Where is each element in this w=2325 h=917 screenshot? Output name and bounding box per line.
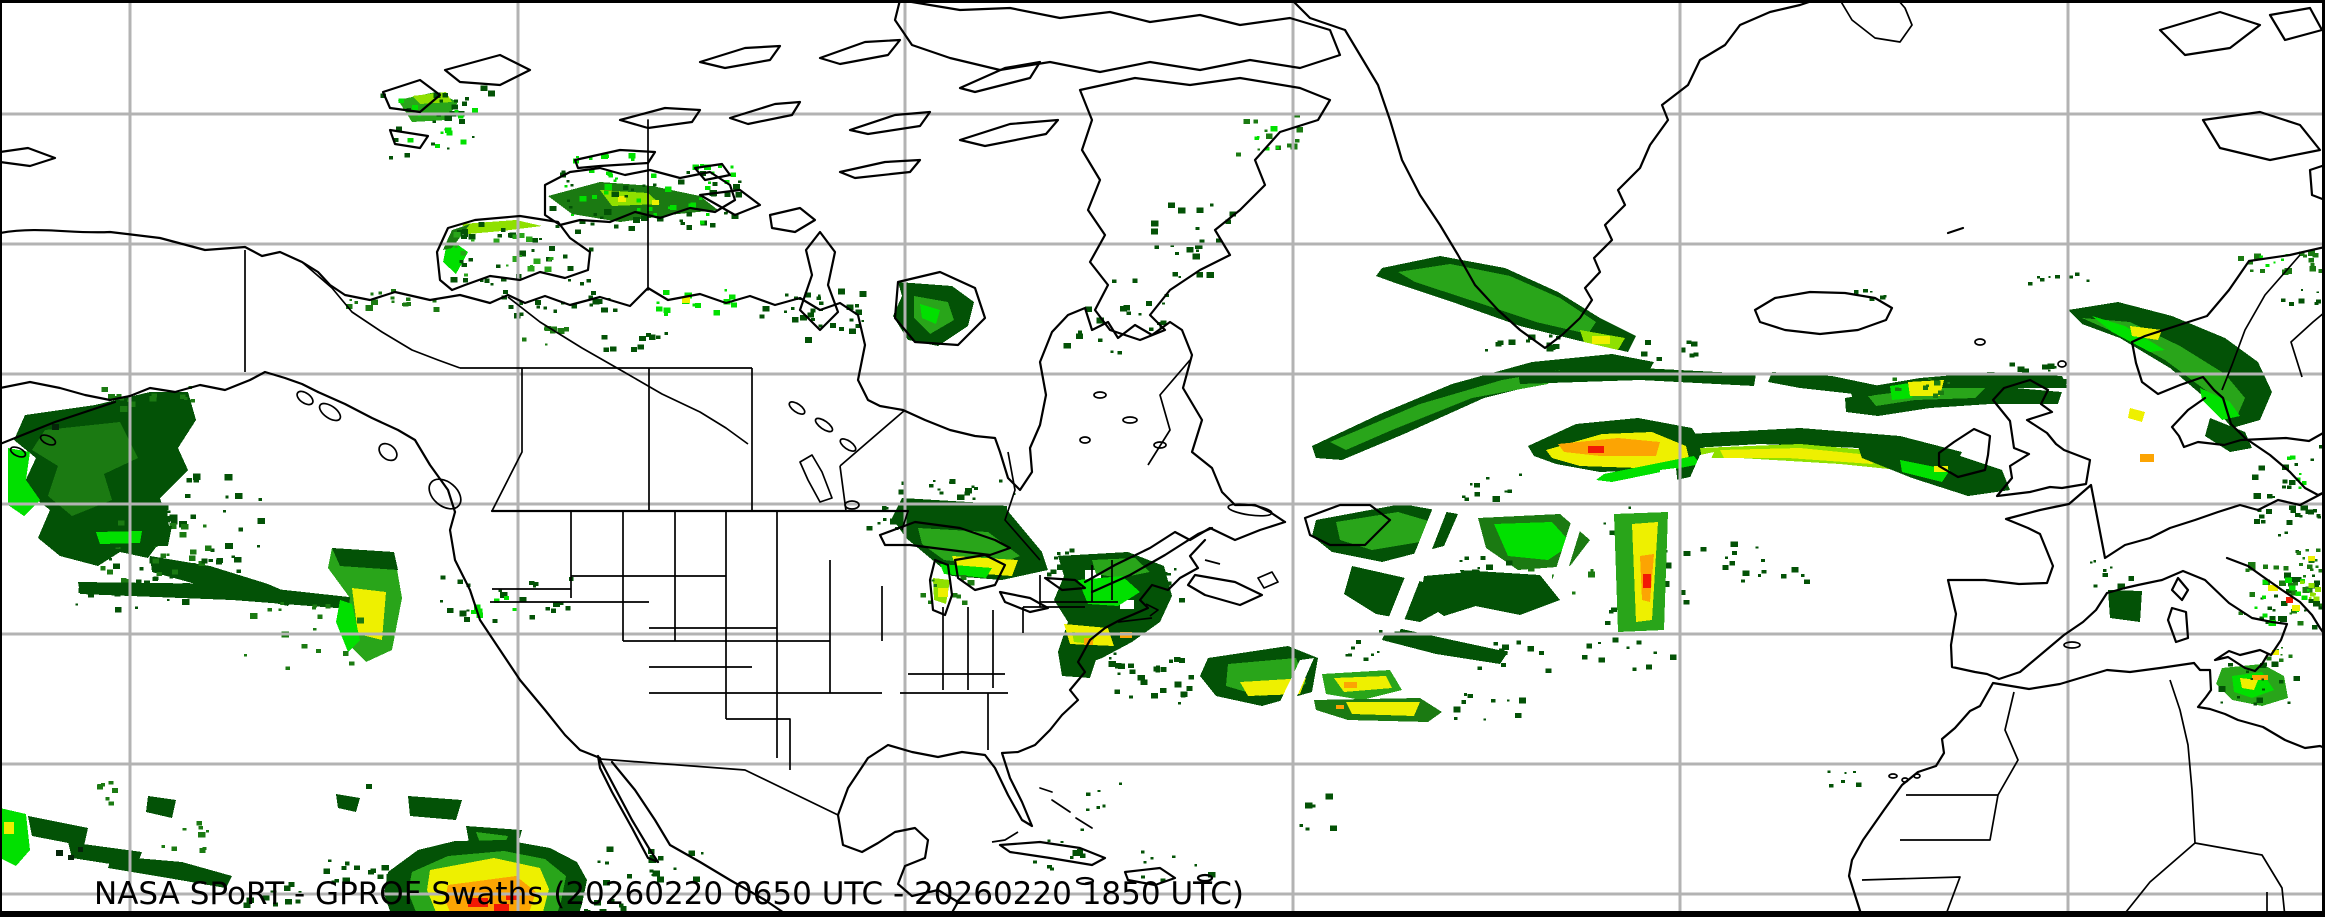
arctic-islands [381, 0, 1342, 347]
swath-mid-atlantic [1116, 556, 1560, 722]
swath-northeast-us [1054, 552, 1185, 694]
us-state-borders [490, 510, 1118, 770]
swath-scattered [1032, 770, 1862, 883]
svalbard-islands [2158, 6, 2325, 202]
swath-greenland-east [1376, 256, 1699, 362]
precipitation-swaths [0, 85, 2325, 917]
canadian-lakes [788, 391, 1167, 510]
caribbean-islands [998, 787, 1214, 887]
swath-pacific-mid [75, 526, 574, 671]
swath-north-atlantic [1312, 354, 2010, 673]
swath-arctic [346, 85, 1304, 355]
africa-borders [1861, 679, 2286, 917]
swath-great-lakes [866, 479, 1075, 606]
swath-denmark-strait [1845, 272, 2090, 416]
swath-norway [2068, 250, 2325, 524]
great-lakes [878, 520, 1087, 617]
swath-pacific-nw [8, 386, 296, 606]
swath-mediterranean [2090, 480, 2325, 706]
map-caption: NASA SPoRT - GPROF Swaths (20260220 0650… [94, 876, 1244, 912]
